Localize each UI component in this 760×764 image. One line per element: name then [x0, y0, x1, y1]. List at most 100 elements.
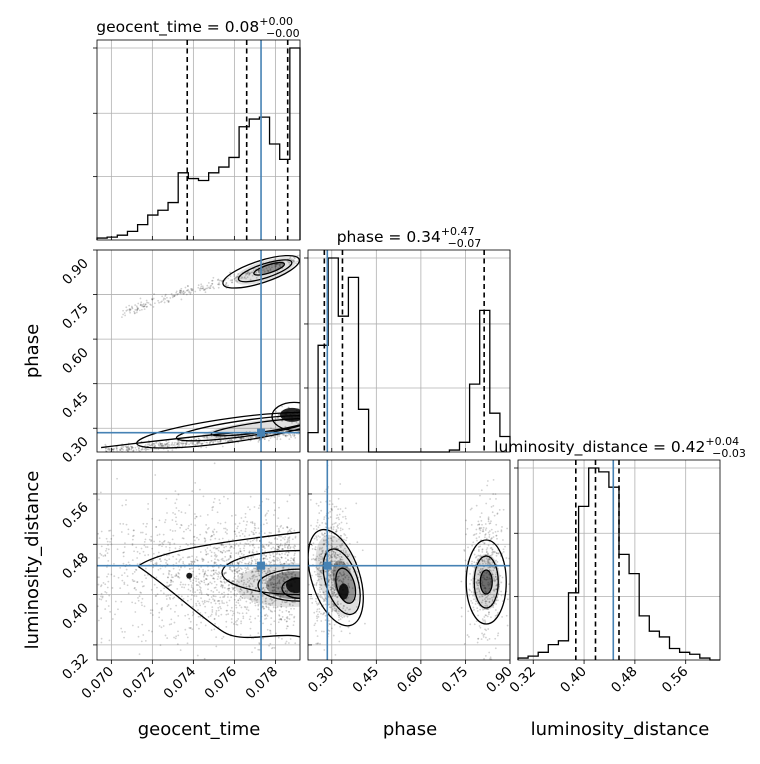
sample-point — [236, 561, 239, 564]
sample-point — [160, 626, 163, 629]
sample-point — [246, 273, 249, 275]
sample-point — [247, 562, 250, 565]
sample-point — [195, 515, 198, 518]
sample-point — [147, 554, 150, 556]
sample-point — [479, 545, 482, 548]
sample-point — [125, 568, 128, 571]
sample-point — [275, 632, 277, 635]
sample-point — [278, 578, 281, 581]
sample-point — [196, 443, 199, 446]
sample-point — [493, 590, 496, 592]
sample-point — [331, 584, 334, 587]
sample-point — [238, 612, 241, 615]
sample-point — [248, 551, 251, 554]
sample-point — [225, 545, 227, 548]
sample-point — [486, 484, 489, 487]
sample-point — [240, 437, 243, 440]
sample-point — [159, 442, 162, 445]
sample-point — [134, 312, 136, 314]
sample-point — [339, 553, 341, 556]
sample-point — [119, 566, 122, 569]
sample-point — [278, 591, 281, 593]
sample-point — [288, 573, 290, 576]
sample-point — [344, 515, 347, 518]
sample-point — [173, 621, 176, 624]
sample-point — [115, 446, 118, 449]
sample-point — [482, 593, 484, 596]
sample-point — [199, 515, 202, 518]
sample-point — [233, 580, 235, 583]
sample-point — [334, 551, 337, 554]
sample-point — [196, 559, 199, 562]
sample-point — [487, 517, 490, 520]
sample-point — [238, 572, 241, 575]
y-tick-label-luminosity_distance: 0.48 — [59, 550, 92, 583]
sample-point — [270, 575, 273, 578]
sample-point — [282, 434, 285, 436]
sample-point — [246, 578, 249, 580]
sample-point — [460, 615, 463, 618]
sample-point — [136, 557, 139, 559]
sample-point — [264, 513, 267, 516]
sample-point — [480, 489, 483, 492]
sample-point — [267, 567, 270, 570]
sample-point — [296, 260, 299, 263]
sample-point — [281, 601, 284, 603]
sample-point — [215, 436, 218, 439]
sample-point — [331, 523, 334, 526]
sample-point — [186, 556, 189, 559]
sample-point — [132, 534, 135, 537]
title-plus: +0.04 — [705, 435, 739, 448]
sample-point — [148, 538, 151, 541]
sample-point — [273, 610, 276, 612]
sample-point — [264, 582, 267, 584]
sample-point — [320, 588, 323, 590]
sample-point — [267, 606, 270, 609]
sample-point — [185, 440, 188, 443]
sample-point — [320, 612, 322, 615]
sample-point — [210, 589, 213, 592]
sample-point — [254, 587, 257, 589]
sample-point — [229, 555, 232, 558]
sample-point — [273, 620, 276, 623]
sample-point — [337, 508, 340, 511]
sample-point — [470, 599, 473, 602]
sample-point — [265, 554, 267, 557]
sample-point — [192, 589, 194, 591]
sample-point — [340, 561, 343, 564]
sample-point — [236, 562, 239, 564]
sample-point — [204, 539, 207, 542]
sample-point — [131, 306, 133, 309]
sample-point — [338, 640, 341, 643]
sample-point — [243, 545, 246, 547]
sample-point — [209, 538, 212, 541]
sample-point — [255, 587, 258, 590]
sample-point — [262, 622, 264, 625]
sample-point — [250, 271, 253, 274]
sample-point — [218, 499, 221, 501]
sample-point — [99, 491, 102, 494]
sample-point — [268, 541, 271, 544]
sample-point — [241, 576, 243, 579]
sample-point — [217, 599, 220, 602]
sample-point — [95, 613, 97, 615]
sample-point — [134, 586, 136, 589]
sample-point — [269, 562, 272, 564]
sample-point — [317, 592, 319, 595]
sample-point — [485, 636, 487, 639]
sample-point — [313, 570, 316, 573]
sample-point — [202, 575, 205, 578]
sample-point — [165, 562, 167, 564]
sample-point — [342, 561, 345, 564]
sample-point — [146, 443, 149, 446]
sample-point — [322, 591, 325, 594]
sample-point — [254, 570, 257, 573]
sample-point — [228, 543, 231, 546]
sample-point — [275, 263, 278, 266]
sample-point — [231, 580, 234, 582]
sample-point — [106, 586, 109, 589]
sample-point — [257, 632, 260, 635]
sample-point — [190, 560, 192, 563]
sample-point — [475, 532, 478, 535]
sample-point — [104, 583, 107, 586]
